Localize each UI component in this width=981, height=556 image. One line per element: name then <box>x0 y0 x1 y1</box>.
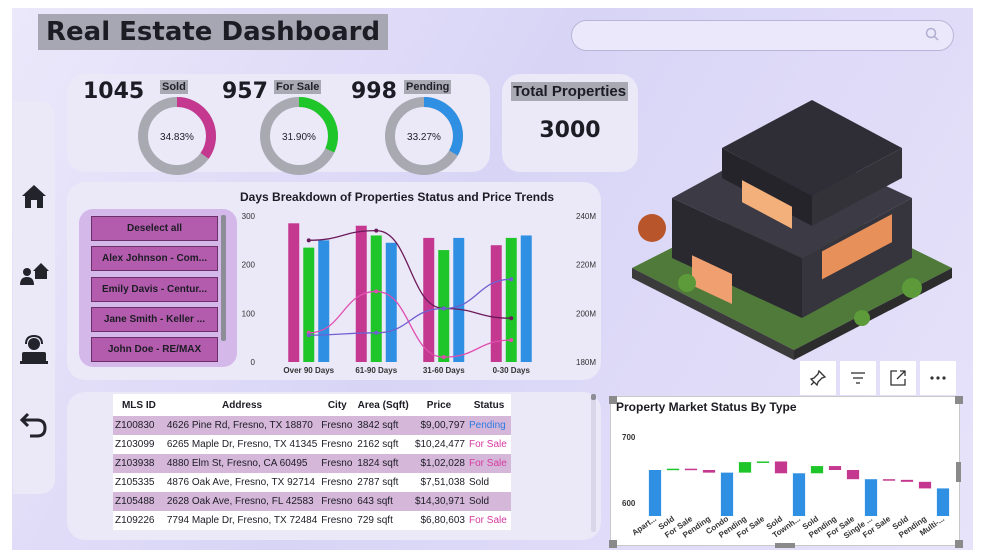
cell-price: $6,80,603 <box>420 515 466 526</box>
pending-count: 998 <box>351 79 397 104</box>
cell-city: Fresno <box>319 454 356 473</box>
cell-mls-id: Z109226 <box>115 515 155 526</box>
table-row[interactable]: Z103938 4880 Elm St, Fresno, CA 60495 Fres… <box>113 454 511 473</box>
cell-status: For Sale <box>469 439 507 450</box>
cell-area: 2787 sqft <box>357 477 399 488</box>
col-city-label: City <box>327 399 347 411</box>
home-icon[interactable] <box>18 181 50 213</box>
pending-percent: 33.27% <box>407 132 441 143</box>
search-icon <box>925 27 939 41</box>
col-price[interactable]: Price <box>411 394 467 416</box>
cell-price: $9,00,797 <box>411 416 467 435</box>
table-row[interactable]: Z100830 4626 Pine Rd, Fresno, TX 18870 Fre… <box>113 416 511 435</box>
for-sale-count: 957 <box>222 79 268 104</box>
focus-mode-button[interactable] <box>880 361 916 395</box>
slicer-item-alex-johnson[interactable]: Alex Johnson - Com... <box>91 246 218 271</box>
cell-price: $14,30,971 <box>411 492 467 511</box>
cell-city: Fresno <box>319 416 356 435</box>
slicer-item-deselect-all[interactable]: Deselect all <box>91 216 218 241</box>
cell-mls-id: Z105488 <box>113 492 165 511</box>
cell-city: Fresno <box>321 439 353 450</box>
waterfall-title: Property Market Status By Type <box>616 400 797 414</box>
filter-button[interactable] <box>840 361 876 395</box>
for-sale-percent: 31.90% <box>282 132 316 143</box>
col-status[interactable]: Status <box>467 394 511 416</box>
cell-price: $10,24,477 <box>414 439 465 450</box>
col-city[interactable]: City <box>319 394 356 416</box>
slicer-item-emily-davis[interactable]: Emily Davis - Centur... <box>91 277 218 302</box>
cell-address: 4876 Oak Ave, Fresno, TX 92714 <box>166 477 315 488</box>
properties-table: MLS ID Address City Area (Sqft) Price St… <box>113 394 511 530</box>
for-sale-label: For Sale <box>274 80 322 94</box>
total-properties-value: 3000 <box>539 118 601 143</box>
search-input[interactable] <box>571 20 954 51</box>
cell-price: $1,02,028 <box>411 454 467 473</box>
total-properties-title: Total Properties <box>511 82 629 101</box>
cell-city: Fresno <box>319 492 356 511</box>
cell-mls-id: Z103099 <box>115 439 155 450</box>
agent-slicer: Deselect all Alex Johnson - Com... Emily… <box>79 209 237 367</box>
cell-area: 643 sqft <box>355 492 412 511</box>
cell-area: 3842 sqft <box>355 416 412 435</box>
undo-icon[interactable] <box>18 408 50 440</box>
slicer-item-jane-smith[interactable]: Jane Smith - Keller ... <box>91 307 218 332</box>
cell-status: Sold <box>469 477 490 488</box>
cell-price: $7,51,038 <box>420 477 466 488</box>
sold-percent: 34.83% <box>160 132 194 143</box>
focus-mode-icon <box>890 370 906 386</box>
cell-mls-id: Z105335 <box>115 477 155 488</box>
cell-address: 2628 Oak Ave, Fresno, FL 42583 <box>164 492 320 511</box>
for-sale-donut: 31.90% <box>260 97 338 175</box>
table-row[interactable]: Z105488 2628 Oak Ave, Fresno, FL 42583 Fre… <box>113 492 511 511</box>
combo-chart-title: Days Breakdown of Properties Status and … <box>240 190 555 204</box>
pending-label: Pending <box>404 80 452 94</box>
table-row[interactable]: Z109226 7794 Maple Dr, Fresno, TX 72484 Fr… <box>113 511 511 530</box>
more-options-icon <box>930 376 946 380</box>
col-address[interactable]: Address <box>164 394 320 416</box>
cell-status: Sold <box>467 492 511 511</box>
pending-donut: 33.27% <box>385 97 463 175</box>
cell-address: 4880 Elm St, Fresno, CA 60495 <box>164 454 320 473</box>
more-options-button[interactable] <box>920 361 956 395</box>
market-status-visual[interactable] <box>610 396 960 546</box>
col-mls-id[interactable]: MLS ID <box>113 394 165 416</box>
slicer-scrollbar[interactable] <box>221 215 226 341</box>
cell-status: For Sale <box>469 515 507 526</box>
table-scrollbar-thumb[interactable] <box>591 394 596 400</box>
cell-area: 2162 sqft <box>357 439 399 450</box>
side-nav <box>13 101 55 494</box>
cell-address: 4626 Pine Rd, Fresno, TX 18870 <box>164 416 320 435</box>
sold-count: 1045 <box>83 79 145 104</box>
agents-icon[interactable] <box>18 257 50 289</box>
pin-icon <box>809 369 827 387</box>
cell-mls-id: Z100830 <box>113 416 165 435</box>
sold-donut: 34.83% <box>138 97 216 175</box>
pin-button[interactable] <box>800 361 836 395</box>
cell-city: Fresno <box>321 515 353 526</box>
sold-label: Sold <box>160 80 188 94</box>
cell-area: 1824 sqft <box>355 454 412 473</box>
cell-mls-id: Z103938 <box>113 454 165 473</box>
cell-status: For Sale <box>467 454 511 473</box>
support-agent-icon[interactable] <box>18 334 50 366</box>
house-3d-illustration <box>632 100 952 360</box>
table-row[interactable]: Z105335 4876 Oak Ave, Fresno, TX 92714 Fre… <box>113 473 511 492</box>
cell-status: Pending <box>467 416 511 435</box>
page-title: Real Estate Dashboard <box>38 14 389 50</box>
col-area[interactable]: Area (Sqft) <box>355 394 412 416</box>
slicer-item-john-doe[interactable]: John Doe - RE/MAX <box>91 337 218 362</box>
cell-area: 729 sqft <box>357 515 393 526</box>
cell-address: 6265 Maple Dr, Fresno, TX 41345 <box>166 439 318 450</box>
filter-icon <box>851 372 865 384</box>
table-row[interactable]: Z103099 6265 Maple Dr, Fresno, TX 41345 Fr… <box>113 435 511 454</box>
cell-city: Fresno <box>321 477 353 488</box>
table-scrollbar[interactable] <box>591 394 596 532</box>
visual-header-toolbar <box>800 361 956 395</box>
cell-address: 7794 Maple Dr, Fresno, TX 72484 <box>166 515 318 526</box>
